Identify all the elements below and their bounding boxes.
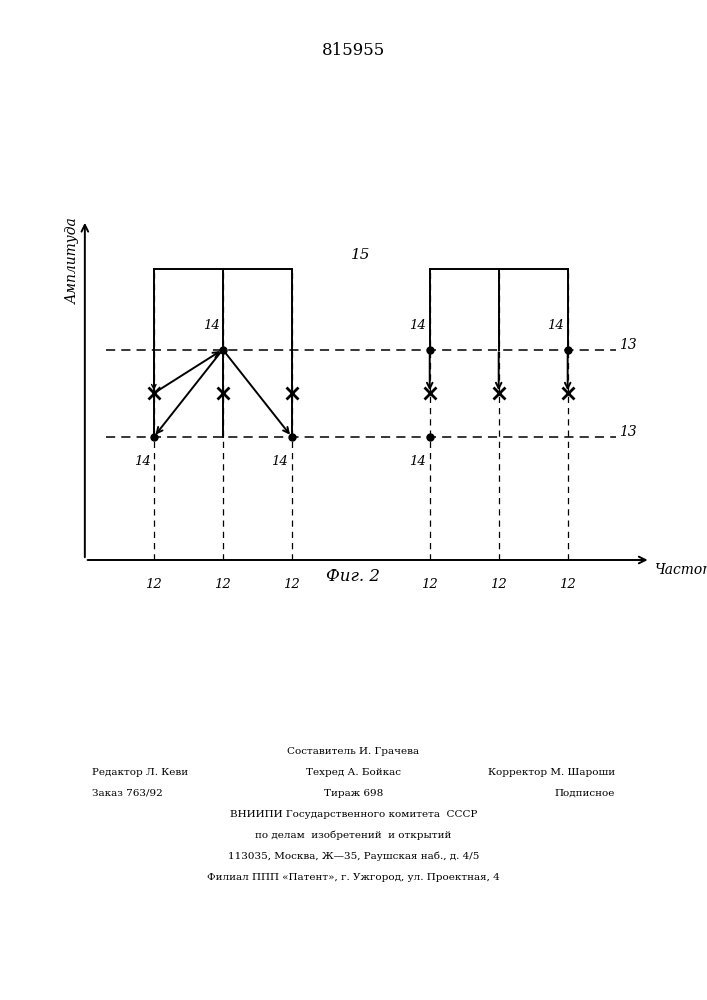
Text: 113035, Москва, Ж—35, Раушская наб., д. 4/5: 113035, Москва, Ж—35, Раушская наб., д. … xyxy=(228,852,479,861)
Text: 12: 12 xyxy=(214,578,231,591)
Text: Филиал ППП «Патент», г. Ужгород, ул. Проектная, 4: Филиал ППП «Патент», г. Ужгород, ул. Про… xyxy=(207,873,500,882)
Text: Амплитуда: Амплитуда xyxy=(66,217,79,304)
Text: Заказ 763/92: Заказ 763/92 xyxy=(92,789,163,798)
Text: по делам  изобретений  и открытий: по делам изобретений и открытий xyxy=(255,830,452,840)
Text: 815955: 815955 xyxy=(322,42,385,59)
Text: 13: 13 xyxy=(619,338,637,352)
Text: Корректор М. Шароши: Корректор М. Шароши xyxy=(488,768,615,777)
Text: 14: 14 xyxy=(203,319,219,332)
Text: 14: 14 xyxy=(409,455,426,468)
Text: 14: 14 xyxy=(134,455,151,468)
Text: Подписное: Подписное xyxy=(555,789,615,798)
Text: 12: 12 xyxy=(146,578,162,591)
Text: 15: 15 xyxy=(351,248,370,262)
Text: 12: 12 xyxy=(559,578,576,591)
Text: 12: 12 xyxy=(421,578,438,591)
Text: 14: 14 xyxy=(547,319,564,332)
Text: Редактор Л. Кеви: Редактор Л. Кеви xyxy=(92,768,188,777)
Text: Составитель И. Грачева: Составитель И. Грачева xyxy=(288,747,419,756)
Text: Частота: Частота xyxy=(654,563,707,577)
Text: 12: 12 xyxy=(284,578,300,591)
Text: 12: 12 xyxy=(491,578,507,591)
Text: ВНИИПИ Государственного комитета  СССР: ВНИИПИ Государственного комитета СССР xyxy=(230,810,477,819)
Text: Тираж 698: Тираж 698 xyxy=(324,789,383,798)
Text: 14: 14 xyxy=(271,455,288,468)
Text: Техред А. Бойкас: Техред А. Бойкас xyxy=(306,768,401,777)
Text: 13: 13 xyxy=(619,425,637,439)
Text: 14: 14 xyxy=(409,319,426,332)
Text: Фиг. 2: Фиг. 2 xyxy=(327,568,380,585)
